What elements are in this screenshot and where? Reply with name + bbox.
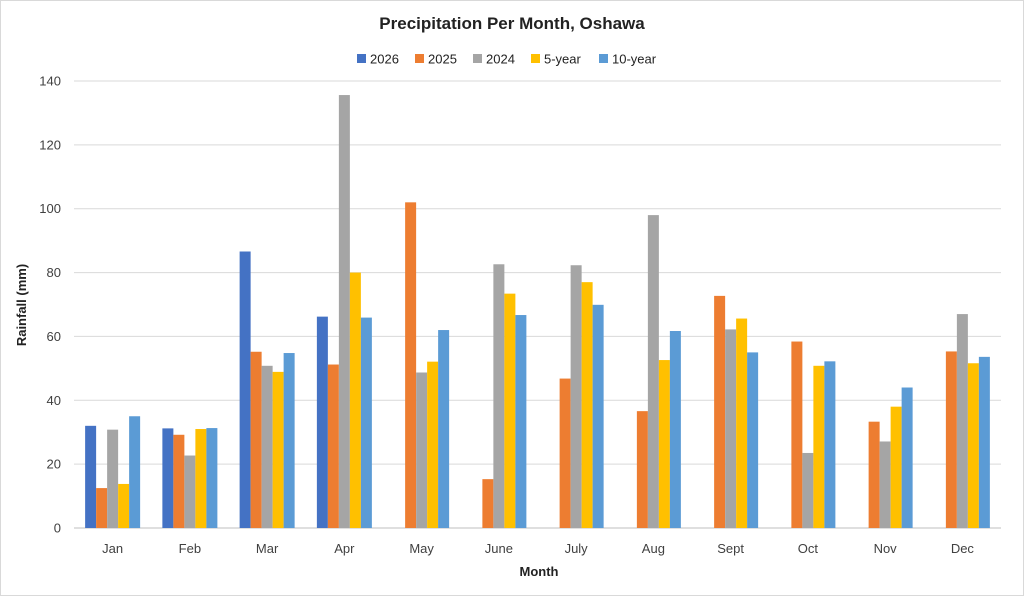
- bar-2024-Apr: [338, 95, 350, 528]
- y-tick-label: 80: [47, 265, 61, 280]
- bar-10-year-Oct: [824, 361, 836, 528]
- legend: 2026 2025 2024 5-year 10-year: [357, 52, 657, 67]
- chart-title: Precipitation Per Month, Oshawa: [379, 14, 645, 33]
- bar-5-year-Nov: [890, 406, 902, 528]
- legend-swatch: [531, 54, 540, 63]
- y-tick-label: 120: [39, 137, 61, 152]
- x-tick-label: Sept: [717, 541, 744, 556]
- bar-5-year-Jan: [118, 483, 130, 528]
- x-tick-label: Apr: [334, 541, 355, 556]
- bar-10-year-Aug: [669, 331, 681, 528]
- y-tick-label: 60: [47, 329, 61, 344]
- bar-2024-June: [493, 264, 505, 528]
- bar-5-year-July: [581, 282, 593, 528]
- x-tick-label: Oct: [798, 541, 819, 556]
- bar-2025-Aug: [636, 411, 648, 528]
- bar-2025-Apr: [327, 364, 339, 528]
- y-tick-label: 100: [39, 201, 61, 216]
- bar-5-year-Dec: [967, 363, 979, 528]
- x-tick-label: June: [485, 541, 513, 556]
- bar-2024-Jan: [107, 429, 119, 528]
- bar-2024-Aug: [647, 215, 659, 528]
- bar-5-year-Apr: [349, 272, 361, 528]
- legend-label: 2026: [370, 52, 399, 67]
- y-tick-label: 40: [47, 393, 61, 408]
- bar-2025-Nov: [868, 421, 880, 528]
- bar-2026-Mar: [239, 251, 251, 528]
- bar-10-year-Nov: [901, 387, 913, 528]
- bar-2025-Feb: [173, 434, 185, 528]
- legend-swatch: [473, 54, 482, 63]
- bar-2025-Oct: [791, 341, 803, 528]
- bar-2025-Mar: [250, 351, 262, 528]
- x-tick-label: Feb: [179, 541, 201, 556]
- gridlines: [74, 80, 1001, 529]
- bar-5-year-Oct: [813, 365, 825, 528]
- bar-2025-Jan: [96, 488, 108, 528]
- bar-2024-Sept: [725, 329, 737, 528]
- bars: [85, 95, 990, 529]
- bar-5-year-May: [427, 361, 439, 528]
- y-axis-ticks: 0 20 40 60 80 100 120 140: [39, 74, 61, 536]
- bar-2025-Sept: [714, 295, 726, 528]
- bar-5-year-Sept: [736, 318, 748, 528]
- bar-10-year-May: [438, 330, 450, 528]
- y-axis-title: Rainfall (mm): [14, 264, 29, 346]
- bar-2025-July: [559, 378, 571, 528]
- bar-10-year-Feb: [206, 428, 218, 528]
- legend-swatch: [599, 54, 608, 63]
- legend-label: 2024: [486, 52, 515, 67]
- x-tick-label: July: [565, 541, 589, 556]
- bar-2024-Dec: [956, 314, 968, 528]
- x-tick-label: May: [409, 541, 434, 556]
- legend-swatch: [415, 54, 424, 63]
- x-axis-title: Month: [520, 564, 559, 579]
- bar-2024-Oct: [802, 452, 814, 528]
- x-tick-label: Dec: [951, 541, 975, 556]
- bar-2025-June: [482, 479, 494, 528]
- bar-2024-Nov: [879, 441, 891, 528]
- bar-10-year-Sept: [747, 352, 759, 528]
- bar-10-year-Apr: [360, 317, 372, 528]
- y-tick-label: 0: [54, 521, 61, 536]
- bar-2026-Feb: [162, 428, 174, 528]
- bar-5-year-Mar: [272, 371, 284, 528]
- bar-5-year-Aug: [658, 360, 670, 528]
- y-tick-label: 140: [39, 74, 61, 89]
- legend-label: 10-year: [612, 52, 657, 67]
- x-tick-label: Aug: [642, 541, 665, 556]
- bar-2024-Feb: [184, 455, 196, 528]
- bar-2025-Dec: [945, 351, 957, 528]
- legend-label: 2025: [428, 52, 457, 67]
- bar-10-year-Dec: [978, 356, 990, 528]
- y-tick-label: 20: [47, 457, 61, 472]
- bar-2025-May: [405, 202, 417, 529]
- bar-2024-July: [570, 265, 582, 528]
- bar-2026-Jan: [85, 425, 97, 528]
- x-axis-ticks: Jan Feb Mar Apr May June July Aug Sept Oct Nov Dec: [102, 541, 974, 556]
- bar-10-year-July: [592, 304, 604, 528]
- x-tick-label: Nov: [874, 541, 898, 556]
- x-tick-label: Jan: [102, 541, 123, 556]
- bar-2024-Mar: [261, 365, 273, 528]
- bar-10-year-June: [515, 315, 527, 528]
- bar-5-year-Feb: [195, 429, 207, 528]
- bar-10-year-Jan: [129, 416, 141, 528]
- bar-5-year-June: [504, 293, 516, 528]
- legend-label: 5-year: [544, 52, 582, 67]
- bar-10-year-Mar: [283, 353, 295, 528]
- bar-2026-Apr: [316, 316, 328, 528]
- x-tick-label: Mar: [256, 541, 279, 556]
- bar-2024-May: [416, 372, 428, 528]
- legend-swatch: [357, 54, 366, 63]
